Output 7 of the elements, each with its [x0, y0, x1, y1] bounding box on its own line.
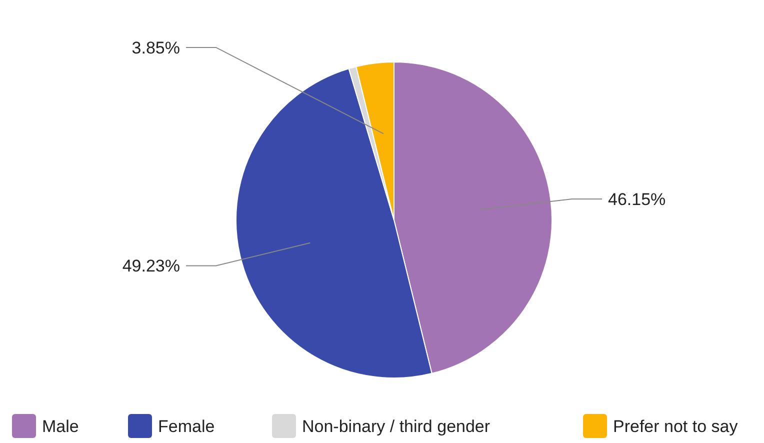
legend-label: Non-binary / third gender [302, 416, 490, 436]
data-label: 46.15% [608, 190, 666, 209]
legend-label: Female [158, 416, 215, 436]
legend-label: Male [42, 416, 79, 436]
legend-label: Prefer not to say [613, 416, 738, 436]
data-label: 3.85% [132, 38, 180, 58]
data-label: 49.23% [122, 256, 180, 276]
